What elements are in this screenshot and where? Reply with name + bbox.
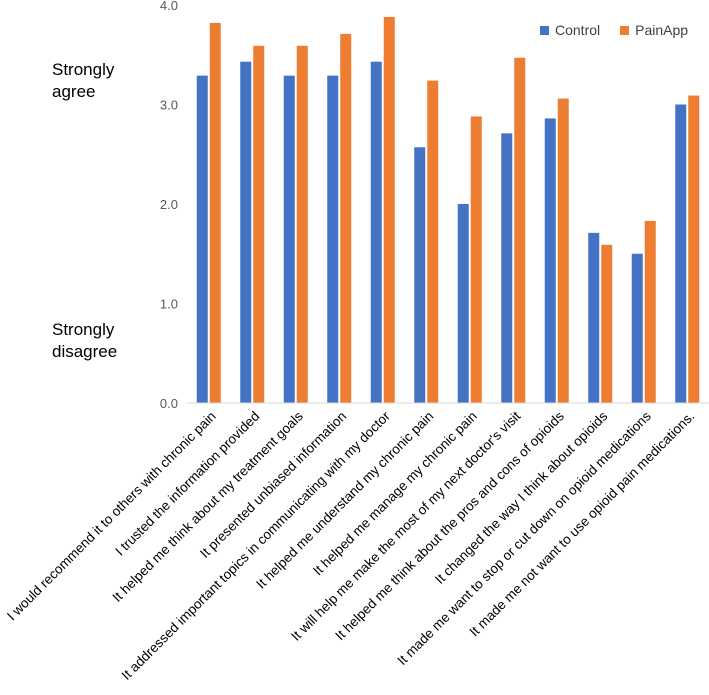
bar-painapp-9 xyxy=(557,98,569,403)
legend-label-control: Control xyxy=(555,22,601,38)
bar-painapp-3 xyxy=(296,45,308,404)
bar-control-4 xyxy=(327,75,339,404)
strongly-disagree-label: Strongly disagree xyxy=(52,320,118,361)
legend-swatch-control xyxy=(540,25,549,35)
bar-painapp-4 xyxy=(340,33,352,403)
bar-control-12 xyxy=(675,104,687,403)
y-tick-label: 4.0 xyxy=(160,0,178,13)
bar-painapp-1 xyxy=(209,22,221,403)
bar-control-10 xyxy=(588,232,600,403)
bar-painapp-6 xyxy=(427,80,439,404)
bar-control-2 xyxy=(240,61,252,404)
bar-control-6 xyxy=(414,147,426,403)
y-tick-label: 2.0 xyxy=(160,197,178,212)
bar-control-7 xyxy=(457,204,469,403)
legend: Control PainApp xyxy=(540,22,688,38)
bar-painapp-7 xyxy=(470,116,482,403)
bar-control-3 xyxy=(283,75,295,404)
bar-painapp-10 xyxy=(601,244,613,403)
legend-label-painapp: PainApp xyxy=(635,22,689,38)
bar-painapp-8 xyxy=(514,57,526,404)
bar-control-1 xyxy=(196,75,208,404)
bar-painapp-12 xyxy=(688,95,700,404)
legend-item-painapp: PainApp xyxy=(620,22,688,38)
y-tick-label: 3.0 xyxy=(160,98,178,113)
legend-swatch-painapp xyxy=(620,25,630,35)
legend-item-control: Control xyxy=(540,22,600,38)
bar-control-9 xyxy=(544,118,556,404)
bar-painapp-5 xyxy=(383,16,395,403)
bar-painapp-11 xyxy=(644,220,656,403)
bar-control-8 xyxy=(501,133,513,404)
y-tick-label: 0.0 xyxy=(160,396,178,411)
bar-control-11 xyxy=(631,253,643,403)
bar-control-5 xyxy=(370,61,382,404)
bar-painapp-2 xyxy=(253,45,265,404)
y-tick-label: 1.0 xyxy=(160,297,178,312)
strongly-agree-label: Strongly agree xyxy=(52,60,115,101)
